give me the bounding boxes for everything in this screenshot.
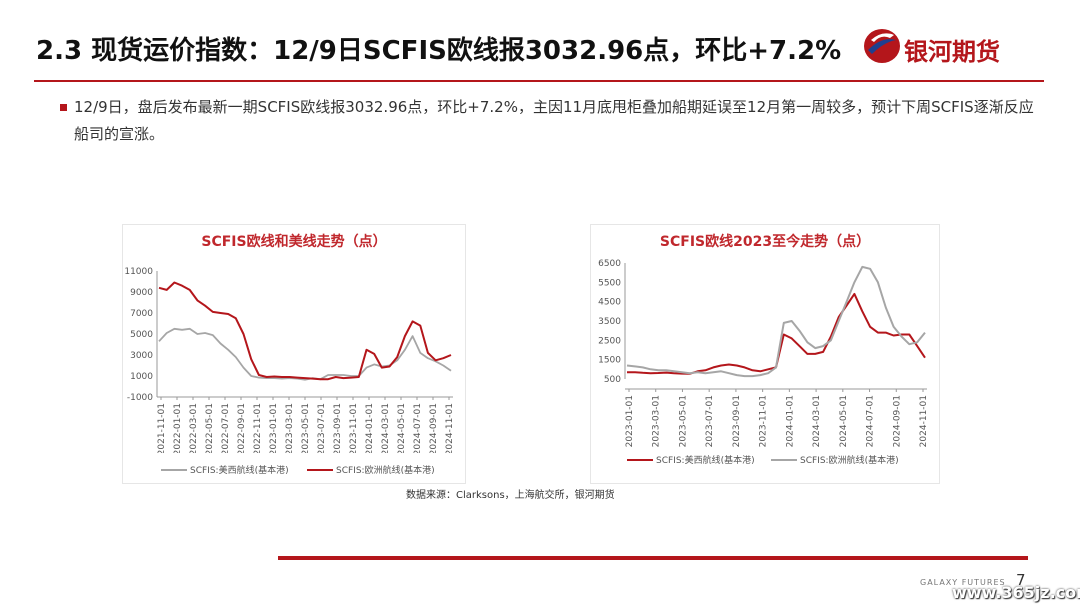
legend-item-us-west: SCFIS:美西航线(基本港) bbox=[161, 463, 289, 476]
x-tick-label: 2022-03-01 bbox=[189, 403, 199, 453]
y-tick-label: 1500 bbox=[598, 356, 621, 366]
legend-swatch bbox=[307, 468, 333, 471]
footer-brand: GALAXY FUTURES bbox=[920, 578, 1006, 587]
footer-divider bbox=[278, 556, 1028, 560]
x-tick-label: 2024-07-01 bbox=[866, 395, 876, 447]
x-tick-label: 2022-07-01 bbox=[221, 403, 231, 453]
y-tick-label: 11000 bbox=[124, 267, 153, 277]
legend-swatch bbox=[771, 458, 797, 461]
summary-bullet: 12/9日，盘后发布最新一期SCFIS欧线报3032.96点，环比+7.2%，主… bbox=[74, 98, 1034, 143]
x-tick-label: 2023-03-01 bbox=[652, 395, 662, 447]
x-tick-label: 2024-05-01 bbox=[839, 395, 849, 447]
legend-swatch bbox=[627, 458, 653, 461]
y-tick-label: -1000 bbox=[127, 393, 153, 403]
series-line-2 bbox=[158, 281, 452, 381]
watermark: www.365jz.com bbox=[952, 583, 1080, 602]
series-line-1 bbox=[158, 327, 452, 381]
x-tick-label: 2023-05-01 bbox=[678, 395, 688, 447]
x-tick-label: 2022-01-01 bbox=[173, 403, 183, 453]
y-tick-label: 5500 bbox=[598, 278, 621, 288]
x-tick-label: 2024-09-01 bbox=[892, 395, 902, 447]
x-tick-label: 2024-11-01 bbox=[919, 395, 929, 447]
chart-europe-2023: 500 1500 2500 3500 4500 5500 6500 2023-01-01 202… bbox=[598, 259, 929, 447]
chart-panel-europe-2023: SCFIS欧线2023至今走势（点） 500 1500 2500 3500 4500 55… bbox=[590, 224, 940, 484]
y-tick-label: 6500 bbox=[598, 259, 621, 269]
page-number: 7 bbox=[1016, 571, 1026, 589]
x-tick-label: 2023-11-01 bbox=[759, 395, 769, 447]
legend-label: SCFIS:美西航线(基本港) bbox=[190, 466, 289, 476]
x-tick-label: 2022-11-01 bbox=[253, 403, 263, 453]
x-tick-label: 2024-09-01 bbox=[429, 403, 439, 453]
x-tick-label: 2024-07-01 bbox=[413, 403, 423, 453]
x-tick-label: 2023-09-01 bbox=[732, 395, 742, 447]
x-tick-label: 2021-11-01 bbox=[157, 403, 167, 453]
company-logo: 银河期货 bbox=[862, 26, 1052, 70]
x-tick-label: 2023-03-01 bbox=[285, 403, 295, 453]
chart-panel-europe-us: SCFIS欧线和美线走势（点） -1000 1000 3000 5000 7000 900… bbox=[122, 224, 466, 484]
x-tick-label: 2022-09-01 bbox=[237, 403, 247, 453]
x-tick-label: 2023-07-01 bbox=[705, 395, 715, 447]
x-tick-label: 2023-07-01 bbox=[317, 403, 327, 453]
data-source: 数据来源：Clarksons，上海航交所，银河期货 bbox=[406, 490, 615, 501]
chart-europe-us: -1000 1000 3000 5000 7000 9000 11000 2021-11-01… bbox=[124, 267, 455, 453]
y-tick-label: 3500 bbox=[598, 317, 621, 327]
x-tick-label: 2024-01-01 bbox=[785, 395, 795, 447]
x-tick-label: 2022-05-01 bbox=[205, 403, 215, 453]
y-tick-label: 1000 bbox=[130, 372, 153, 382]
x-tick-label: 2024-03-01 bbox=[812, 395, 822, 447]
x-tick-label: 2024-05-01 bbox=[397, 403, 407, 453]
legend-label: SCFIS:欧洲航线(基本港) bbox=[800, 456, 899, 466]
y-tick-label: 4500 bbox=[598, 298, 621, 308]
x-tick-label: 2023-01-01 bbox=[625, 395, 635, 447]
x-tick-label: 2024-11-01 bbox=[445, 403, 455, 453]
y-tick-label: 7000 bbox=[130, 309, 153, 319]
legend-label: SCFIS:欧洲航线(基本港) bbox=[336, 466, 435, 476]
chart-title: SCFIS欧线2023至今走势（点） bbox=[659, 234, 871, 250]
series-line-2 bbox=[626, 265, 926, 378]
y-tick-label: 2500 bbox=[598, 336, 621, 346]
x-tick-label: 2023-01-01 bbox=[269, 403, 279, 453]
logo-text: 银河期货 bbox=[904, 38, 1000, 66]
y-tick-label: 5000 bbox=[130, 330, 153, 340]
x-tick-label: 2023-11-01 bbox=[349, 403, 359, 453]
chart-title: SCFIS欧线和美线走势（点） bbox=[201, 234, 387, 250]
galaxy-logo-icon bbox=[864, 29, 900, 63]
title-divider bbox=[34, 80, 1044, 82]
page-title: 2.3 现货运价指数：12/9日SCFIS欧线报3032.96点，环比+7.2% bbox=[36, 36, 842, 66]
x-tick-label: 2023-09-01 bbox=[333, 403, 343, 453]
y-tick-label: 500 bbox=[604, 375, 621, 385]
legend-label: SCFIS:美西航线(基本港) bbox=[656, 456, 755, 466]
legend-item-europe: SCFIS:欧洲航线(基本港) bbox=[307, 463, 435, 476]
bullet-marker bbox=[60, 104, 67, 111]
x-tick-label: 2024-01-01 bbox=[365, 403, 375, 453]
x-tick-label: 2024-03-01 bbox=[381, 403, 391, 453]
legend-item-us-west: SCFIS:美西航线(基本港) bbox=[627, 453, 755, 466]
y-tick-label: 3000 bbox=[130, 351, 153, 361]
y-tick-label: 9000 bbox=[130, 288, 153, 298]
legend-item-europe: SCFIS:欧洲航线(基本港) bbox=[771, 453, 899, 466]
x-tick-label: 2023-05-01 bbox=[301, 403, 311, 453]
legend-swatch bbox=[161, 468, 187, 471]
